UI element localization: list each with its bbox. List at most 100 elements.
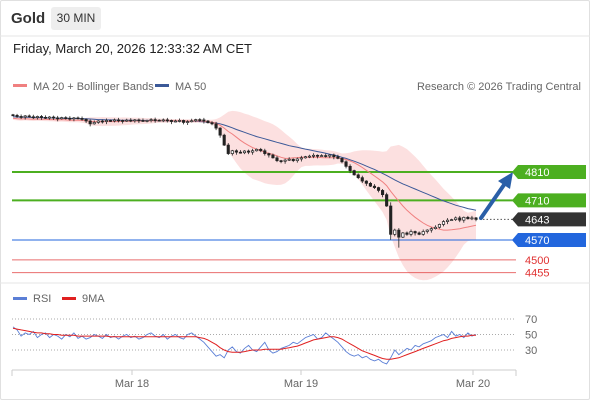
candle	[332, 153, 336, 160]
candle	[344, 160, 348, 169]
candle	[96, 120, 100, 124]
candle	[247, 149, 251, 155]
candle	[23, 115, 27, 120]
level-badge-4570: 4570	[512, 233, 586, 247]
legend-ma20-label: MA 20 + Bollinger Bands	[33, 81, 154, 93]
level-label-4455: 4455	[525, 268, 549, 280]
candle	[129, 118, 133, 123]
candle	[275, 155, 279, 163]
candle	[88, 119, 92, 127]
candle	[125, 118, 129, 122]
candle	[198, 118, 202, 122]
candle	[458, 215, 462, 223]
candle	[173, 119, 178, 123]
bollinger-band-area	[13, 110, 476, 281]
candle	[145, 119, 149, 123]
candle	[429, 227, 433, 233]
candle	[316, 154, 320, 159]
candle	[190, 118, 194, 123]
candle	[27, 114, 31, 118]
candle	[202, 117, 206, 124]
candle	[389, 202, 393, 240]
candle	[454, 216, 458, 222]
candle	[210, 121, 214, 126]
candle	[52, 115, 56, 120]
candle	[100, 119, 104, 124]
candle	[43, 115, 48, 120]
candle	[238, 150, 242, 154]
candle	[405, 231, 409, 236]
bollinger-bands	[13, 110, 476, 281]
candle	[222, 133, 226, 146]
candle	[108, 119, 113, 122]
candle	[133, 119, 137, 123]
candle	[299, 155, 303, 162]
candle	[161, 118, 165, 123]
top-bar: Gold 30 MIN	[0, 0, 590, 36]
rsi-tick-50: 50	[525, 330, 537, 342]
candle	[381, 189, 385, 198]
candle	[48, 116, 52, 120]
candle	[169, 119, 173, 125]
candle	[291, 158, 295, 163]
candle	[320, 154, 324, 157]
candle	[441, 220, 446, 227]
candle	[31, 114, 35, 120]
legend-swatch-9ma	[62, 297, 76, 300]
candle	[295, 157, 299, 163]
symbol-title: Gold	[11, 10, 46, 27]
candle	[68, 116, 72, 121]
legend-rsi-label: RSI	[33, 293, 51, 305]
legend-swatch-ma50	[155, 84, 169, 87]
interval-button[interactable]: 30 MIN	[51, 7, 101, 30]
credit-label: Research © 2026 Trading Central	[417, 81, 581, 93]
candle	[340, 157, 344, 164]
legend-swatch-rsi	[13, 297, 27, 300]
candle	[11, 113, 15, 117]
candle	[336, 154, 340, 160]
candle	[141, 118, 145, 122]
candle	[397, 228, 401, 248]
candle	[117, 117, 121, 123]
candle	[194, 118, 198, 123]
svg-text:4710: 4710	[525, 195, 549, 207]
datetime-label: Friday, March 20, 2026 12:33:32 AM CET	[13, 41, 252, 56]
candle	[348, 164, 352, 174]
candle	[421, 229, 425, 236]
candle	[364, 180, 368, 186]
candle	[112, 118, 117, 123]
ma50-line	[12, 116, 477, 211]
candle	[376, 186, 381, 193]
candle	[64, 116, 68, 120]
candle	[417, 231, 421, 236]
forecast-arrow	[479, 172, 513, 220]
candle	[267, 152, 271, 158]
candle	[303, 155, 307, 159]
candle	[92, 120, 96, 125]
candle	[157, 119, 161, 122]
candle	[372, 184, 377, 189]
candle	[214, 121, 218, 131]
rsi-9ma-line	[12, 327, 476, 360]
legend-9ma-label: 9MA	[82, 293, 105, 305]
candle	[311, 153, 316, 159]
candle	[165, 117, 169, 123]
candle	[474, 217, 478, 222]
candle	[84, 118, 88, 123]
rsi-tick-30: 30	[525, 345, 537, 357]
candle	[230, 149, 234, 156]
candle	[413, 230, 417, 236]
candles	[11, 113, 478, 248]
candle	[255, 148, 259, 152]
candle	[15, 113, 19, 118]
candle	[324, 153, 328, 158]
candle	[462, 216, 466, 223]
x-axis: Mar 18 Mar 19 Mar 20	[115, 370, 490, 390]
candle	[60, 116, 64, 120]
level-badge-4810: 4810	[512, 165, 586, 179]
candle	[446, 218, 450, 225]
rsi-line	[12, 326, 477, 365]
svg-text:4810: 4810	[525, 167, 549, 179]
